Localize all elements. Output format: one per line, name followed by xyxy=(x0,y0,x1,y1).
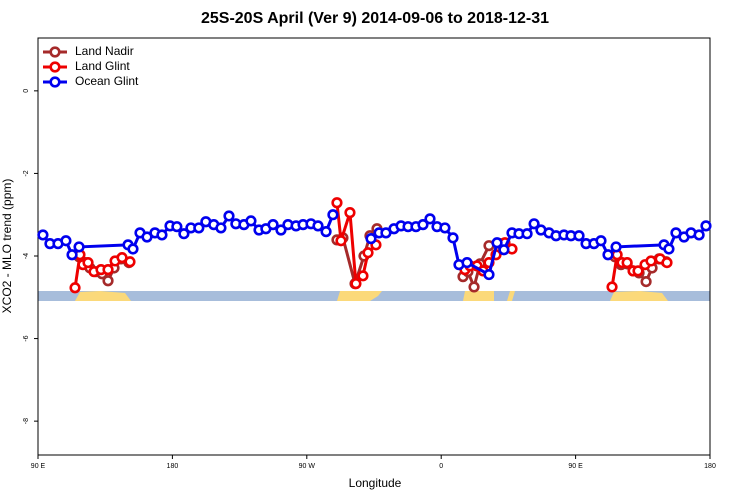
data-point xyxy=(171,221,183,233)
legend-marker xyxy=(49,46,61,58)
data-point xyxy=(602,249,614,261)
data-point xyxy=(73,241,85,253)
y-tick-label: -6 xyxy=(23,335,30,341)
land-shape xyxy=(463,291,494,301)
y-axis-label: XCO2 - MLO trend (ppm) xyxy=(0,179,14,314)
data-point xyxy=(69,282,81,294)
data-point xyxy=(521,228,533,240)
x-tick-label: 90 E xyxy=(568,463,583,470)
data-point xyxy=(461,257,473,269)
data-point xyxy=(124,256,136,268)
x-axis-label: Longitude xyxy=(349,476,402,490)
y-tick-label: -4 xyxy=(23,253,30,259)
data-point xyxy=(215,222,227,234)
legend-label: Land Nadir xyxy=(75,44,134,58)
data-point xyxy=(483,268,495,281)
data-point xyxy=(37,229,49,241)
data-point xyxy=(66,249,78,261)
data-point xyxy=(491,237,503,249)
data-point xyxy=(498,244,510,256)
map-strip xyxy=(38,291,710,301)
data-point xyxy=(424,213,436,225)
data-point xyxy=(102,275,114,287)
data-point xyxy=(595,235,607,247)
data-point xyxy=(245,215,257,227)
data-point xyxy=(344,207,356,219)
y-tick-label: -8 xyxy=(23,418,30,424)
y-tick-label: -2 xyxy=(23,170,30,176)
data-point xyxy=(365,233,377,245)
data-point xyxy=(528,218,540,230)
data-point xyxy=(102,264,114,276)
data-point xyxy=(693,229,705,241)
data-point xyxy=(335,235,347,247)
data-point xyxy=(156,229,168,241)
data-point xyxy=(632,265,644,277)
data-point xyxy=(661,257,673,269)
legend-label: Land Glint xyxy=(75,59,130,73)
legend-label: Ocean Glint xyxy=(75,74,139,88)
legend-marker xyxy=(49,61,61,73)
data-point xyxy=(193,222,205,234)
land-shape xyxy=(507,291,515,301)
data-point xyxy=(312,220,324,232)
data-point xyxy=(275,224,287,236)
data-point xyxy=(468,281,480,293)
data-point xyxy=(331,197,343,209)
data-point xyxy=(417,219,429,231)
data-point xyxy=(327,209,339,221)
data-point xyxy=(645,255,657,267)
data-point xyxy=(357,270,369,282)
x-tick-label: 0 xyxy=(439,463,443,470)
data-point xyxy=(60,235,72,247)
data-point xyxy=(267,219,279,231)
data-point xyxy=(640,275,652,288)
data-point xyxy=(447,232,459,244)
data-point xyxy=(320,226,332,238)
x-tick-label: 180 xyxy=(167,463,179,470)
data-point xyxy=(663,243,675,255)
data-point xyxy=(350,278,362,290)
data-point xyxy=(700,220,712,232)
chart-title: 25S-20S April (Ver 9) 2014-09-06 to 2018… xyxy=(201,10,549,27)
data-point xyxy=(223,210,235,222)
x-tick-label: 90 E xyxy=(31,463,46,470)
data-point xyxy=(606,281,618,293)
legend-marker xyxy=(49,76,61,88)
data-point xyxy=(573,230,585,242)
land-shape xyxy=(75,291,131,301)
data-point xyxy=(82,257,94,269)
x-tick-label: 180 xyxy=(704,463,716,470)
data-point xyxy=(621,257,633,269)
y-tick-label: 0 xyxy=(23,89,30,93)
land-shape xyxy=(610,291,668,301)
land-shape xyxy=(337,291,382,301)
data-point xyxy=(178,228,190,240)
data-point xyxy=(127,243,139,255)
plot-frame xyxy=(37,37,711,456)
data-point xyxy=(439,222,451,234)
x-tick-label: 90 W xyxy=(299,463,316,470)
data-point xyxy=(610,241,622,253)
data-point xyxy=(362,247,374,259)
